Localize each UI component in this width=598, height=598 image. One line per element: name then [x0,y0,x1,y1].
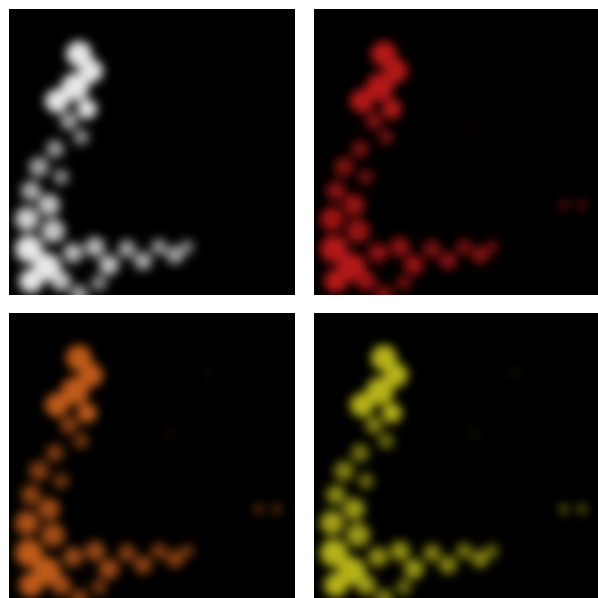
panel-gray [9,9,295,295]
panel-red [314,9,598,295]
panel-orange [9,313,295,598]
panel-yellow [314,313,598,598]
